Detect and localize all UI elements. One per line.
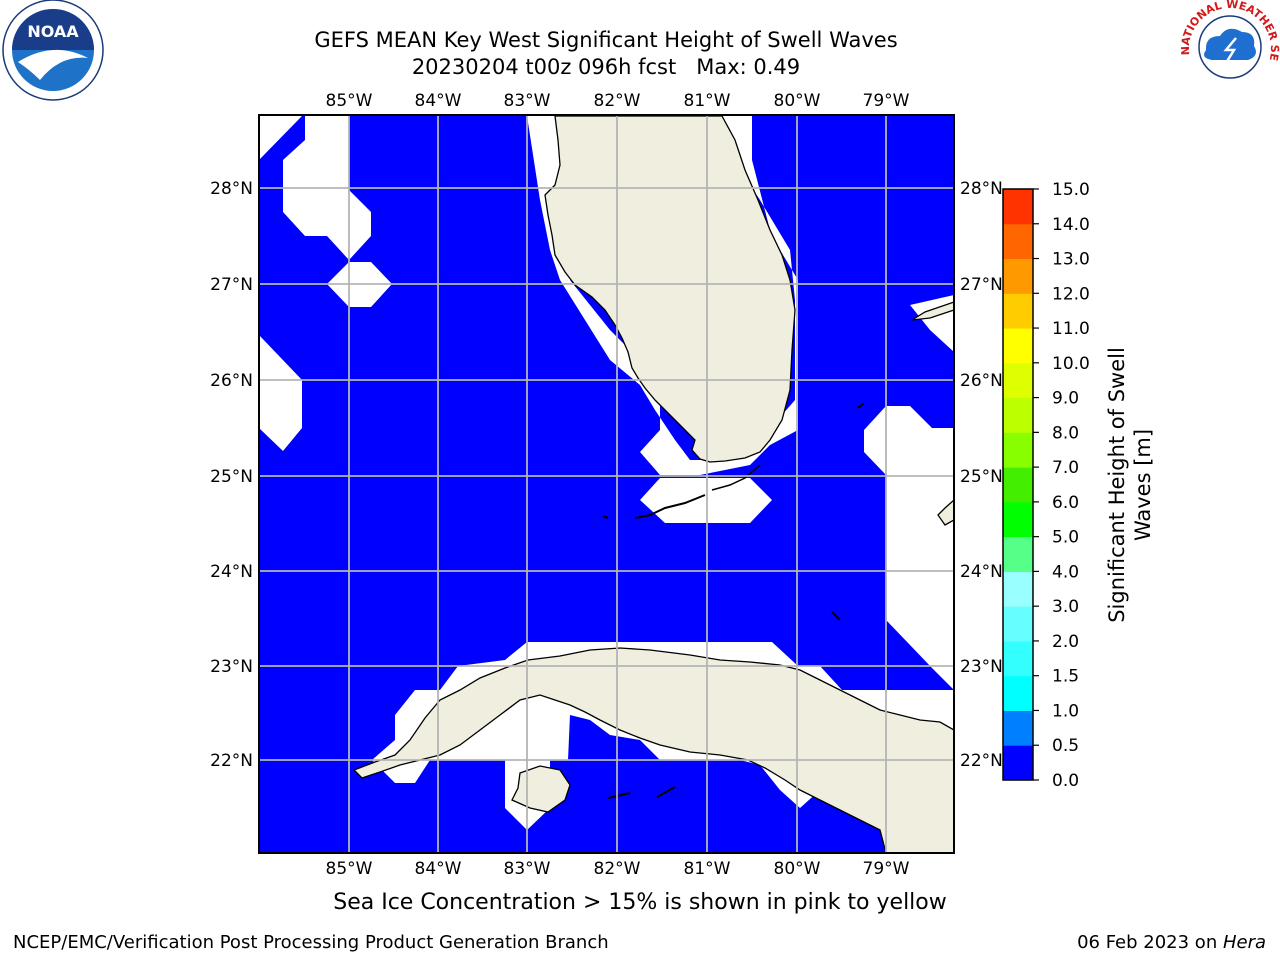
lat-label: 23°N — [960, 657, 1003, 677]
lat-label: 22°N — [210, 751, 253, 771]
colorbar-segment — [1003, 710, 1033, 746]
colorbar-tick-label: 15.0 — [1052, 180, 1090, 200]
footer-date-text: 06 Feb 2023 on — [1077, 932, 1223, 953]
lon-label: 85°W — [326, 859, 373, 879]
lon-label: 84°W — [415, 859, 462, 879]
colorbar-tick-label: 5.0 — [1052, 528, 1079, 548]
lon-label: 80°W — [774, 91, 821, 111]
map-panel: 85°W 84°W 83°W 82°W 81°W 80°W 79°W 85°W … — [210, 91, 1003, 879]
land-florida — [544, 115, 796, 463]
graticule — [259, 115, 954, 853]
colorbar-tick-label: 2.0 — [1052, 632, 1079, 652]
noaa-logo-text: NOAA — [27, 22, 79, 41]
colorbar-segment — [1003, 675, 1033, 711]
lat-label: 25°N — [210, 467, 253, 487]
colorbar-tick-label: 8.0 — [1052, 423, 1079, 443]
colorbar-tick-label: 11.0 — [1052, 319, 1090, 339]
colorbar-tick-label: 6.0 — [1052, 493, 1079, 513]
colorbar-tick-label: 12.0 — [1052, 284, 1090, 304]
lat-label: 28°N — [210, 179, 253, 199]
colorbar-tick-label: 14.0 — [1052, 215, 1090, 235]
lat-label: 25°N — [960, 467, 1003, 487]
colorbar-segment — [1003, 745, 1033, 781]
lon-label: 82°W — [594, 859, 641, 879]
footer-host: Hera — [1222, 932, 1266, 953]
lon-label: 79°W — [863, 91, 910, 111]
lat-label: 27°N — [210, 275, 253, 295]
colorbar-segment — [1003, 571, 1033, 607]
lat-labels-right: 28°N 27°N 26°N 25°N 24°N 23°N 22°N — [960, 179, 1003, 771]
colorbar-segment — [1003, 501, 1033, 538]
lon-label: 84°W — [415, 91, 462, 111]
colorbar-tick-label: 1.0 — [1052, 701, 1079, 721]
colorbar-tick-label: 7.0 — [1052, 458, 1079, 478]
colorbar-frame — [1002, 188, 1034, 781]
colorbar-segment — [1003, 536, 1033, 572]
colorbar: 0.0 0.5 1.0 1.5 2.0 3.0 4.0 5.0 6.0 7.0 8.0 9.0 10.0… — [1002, 180, 1090, 791]
lon-labels-bottom: 85°W 84°W 83°W 82°W 81°W 80°W 79°W — [326, 859, 910, 879]
lon-label: 83°W — [504, 859, 551, 879]
colorbar-label-line2: Waves [m] — [1131, 429, 1155, 541]
sea-ice-caption: Sea Ice Concentration > 15% is shown in … — [333, 890, 947, 915]
colorbar-segment — [1003, 467, 1033, 503]
nws-ring-text: NATIONAL WEATHER SERVICE — [0, 0, 1280, 62]
colorbar-tick-label: 3.0 — [1052, 597, 1079, 617]
lon-label: 81°W — [684, 91, 731, 111]
lat-label: 23°N — [210, 657, 253, 677]
colorbar-tick-label: 10.0 — [1052, 354, 1090, 374]
colorbar-segment — [1003, 640, 1033, 677]
colorbar-segment — [1003, 258, 1033, 294]
colorbar-segment — [1003, 293, 1033, 329]
lat-label: 26°N — [960, 371, 1003, 391]
colorbar-tick-label: 0.5 — [1052, 736, 1079, 756]
lon-label: 81°W — [684, 859, 731, 879]
lat-label: 26°N — [210, 371, 253, 391]
lon-label: 82°W — [594, 91, 641, 111]
noaa-logo: NOAA — [2, 0, 104, 101]
colorbar-tick-label: 4.0 — [1052, 562, 1079, 582]
colorbar-segment — [1003, 397, 1033, 433]
chart-title-line2: 20230204 t00z 096h fcst Max: 0.49 — [411, 55, 801, 79]
lat-label: 22°N — [960, 751, 1003, 771]
colorbar-segment — [1003, 328, 1033, 364]
chart-title-line1: GEFS MEAN Key West Significant Height of… — [314, 28, 898, 52]
colorbar-label-line1: Significant Height of Swell — [1105, 347, 1129, 623]
footer-credit: NCEP/EMC/Verification Post Processing Pr… — [13, 932, 609, 953]
lon-label: 79°W — [863, 859, 910, 879]
colorbar-tick-label: 9.0 — [1052, 389, 1079, 409]
footer-date: 06 Feb 2023 on Hera — [1077, 932, 1266, 953]
colorbar-segment — [1003, 432, 1033, 468]
lat-label: 24°N — [960, 562, 1003, 582]
lat-label: 24°N — [210, 562, 253, 582]
colorbar-segment — [1003, 606, 1033, 642]
colorbar-tick-label: 0.0 — [1052, 771, 1079, 791]
lon-label: 80°W — [774, 859, 821, 879]
map-frame — [258, 114, 955, 854]
colorbar-segment — [1003, 362, 1033, 399]
colorbar-segment — [1003, 189, 1033, 225]
lon-labels-top: 85°W 84°W 83°W 82°W 81°W 80°W 79°W — [326, 91, 910, 111]
lon-label: 83°W — [504, 91, 551, 111]
lat-label: 27°N — [960, 275, 1003, 295]
lat-labels-left: 28°N 27°N 26°N 25°N 24°N 23°N 22°N — [210, 179, 253, 771]
colorbar-tick-label: 13.0 — [1052, 250, 1090, 270]
lon-label: 85°W — [326, 91, 373, 111]
nws-logo: NATIONAL WEATHER SERVICE — [0, 0, 1280, 95]
colorbar-segment — [1003, 223, 1033, 260]
colorbar-tick-label: 1.5 — [1052, 667, 1079, 687]
lat-label: 28°N — [960, 179, 1003, 199]
